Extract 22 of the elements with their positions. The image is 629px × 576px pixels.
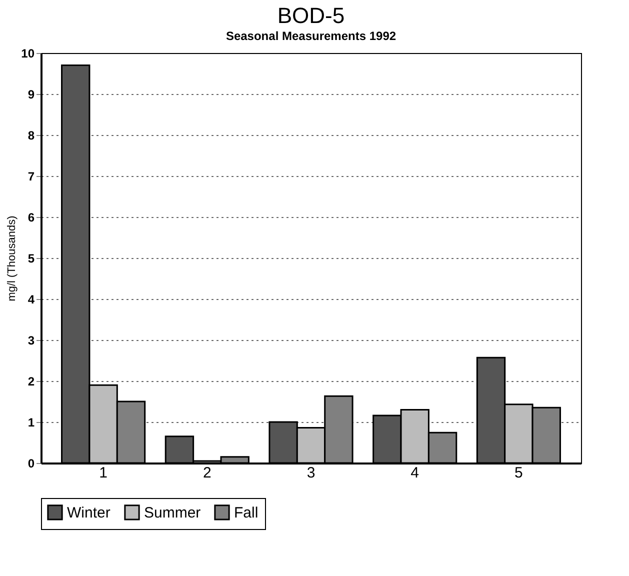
y-tick-label: 7	[28, 170, 35, 184]
y-tick-label: 3	[28, 334, 35, 348]
x-tick-label: 5	[514, 464, 523, 482]
chart-subtitle: Seasonal Measurements 1992	[226, 29, 396, 43]
y-axis-title: mg/l (Thousands)	[6, 216, 18, 302]
legend-label: Winter	[67, 504, 110, 522]
x-tick-label: 1	[99, 464, 108, 482]
chart-title: BOD-5	[277, 3, 345, 28]
y-tick-label: 9	[28, 88, 35, 102]
x-tick-label: 4	[410, 464, 420, 482]
x-tick-label: 2	[202, 464, 212, 482]
y-tick-label: 1	[28, 416, 35, 430]
legend-label: Summer	[144, 504, 201, 522]
y-tick-label: 6	[28, 210, 35, 224]
x-tick-label: 3	[306, 464, 316, 482]
y-tick-label: 5	[28, 252, 35, 266]
y-tick-label: 10	[21, 46, 35, 60]
legend-label: Fall	[234, 504, 258, 522]
y-tick-label: 8	[28, 128, 35, 142]
y-tick-label: 2	[28, 374, 35, 388]
y-tick-label: 0	[28, 456, 35, 470]
y-tick-label: 4	[28, 292, 35, 306]
